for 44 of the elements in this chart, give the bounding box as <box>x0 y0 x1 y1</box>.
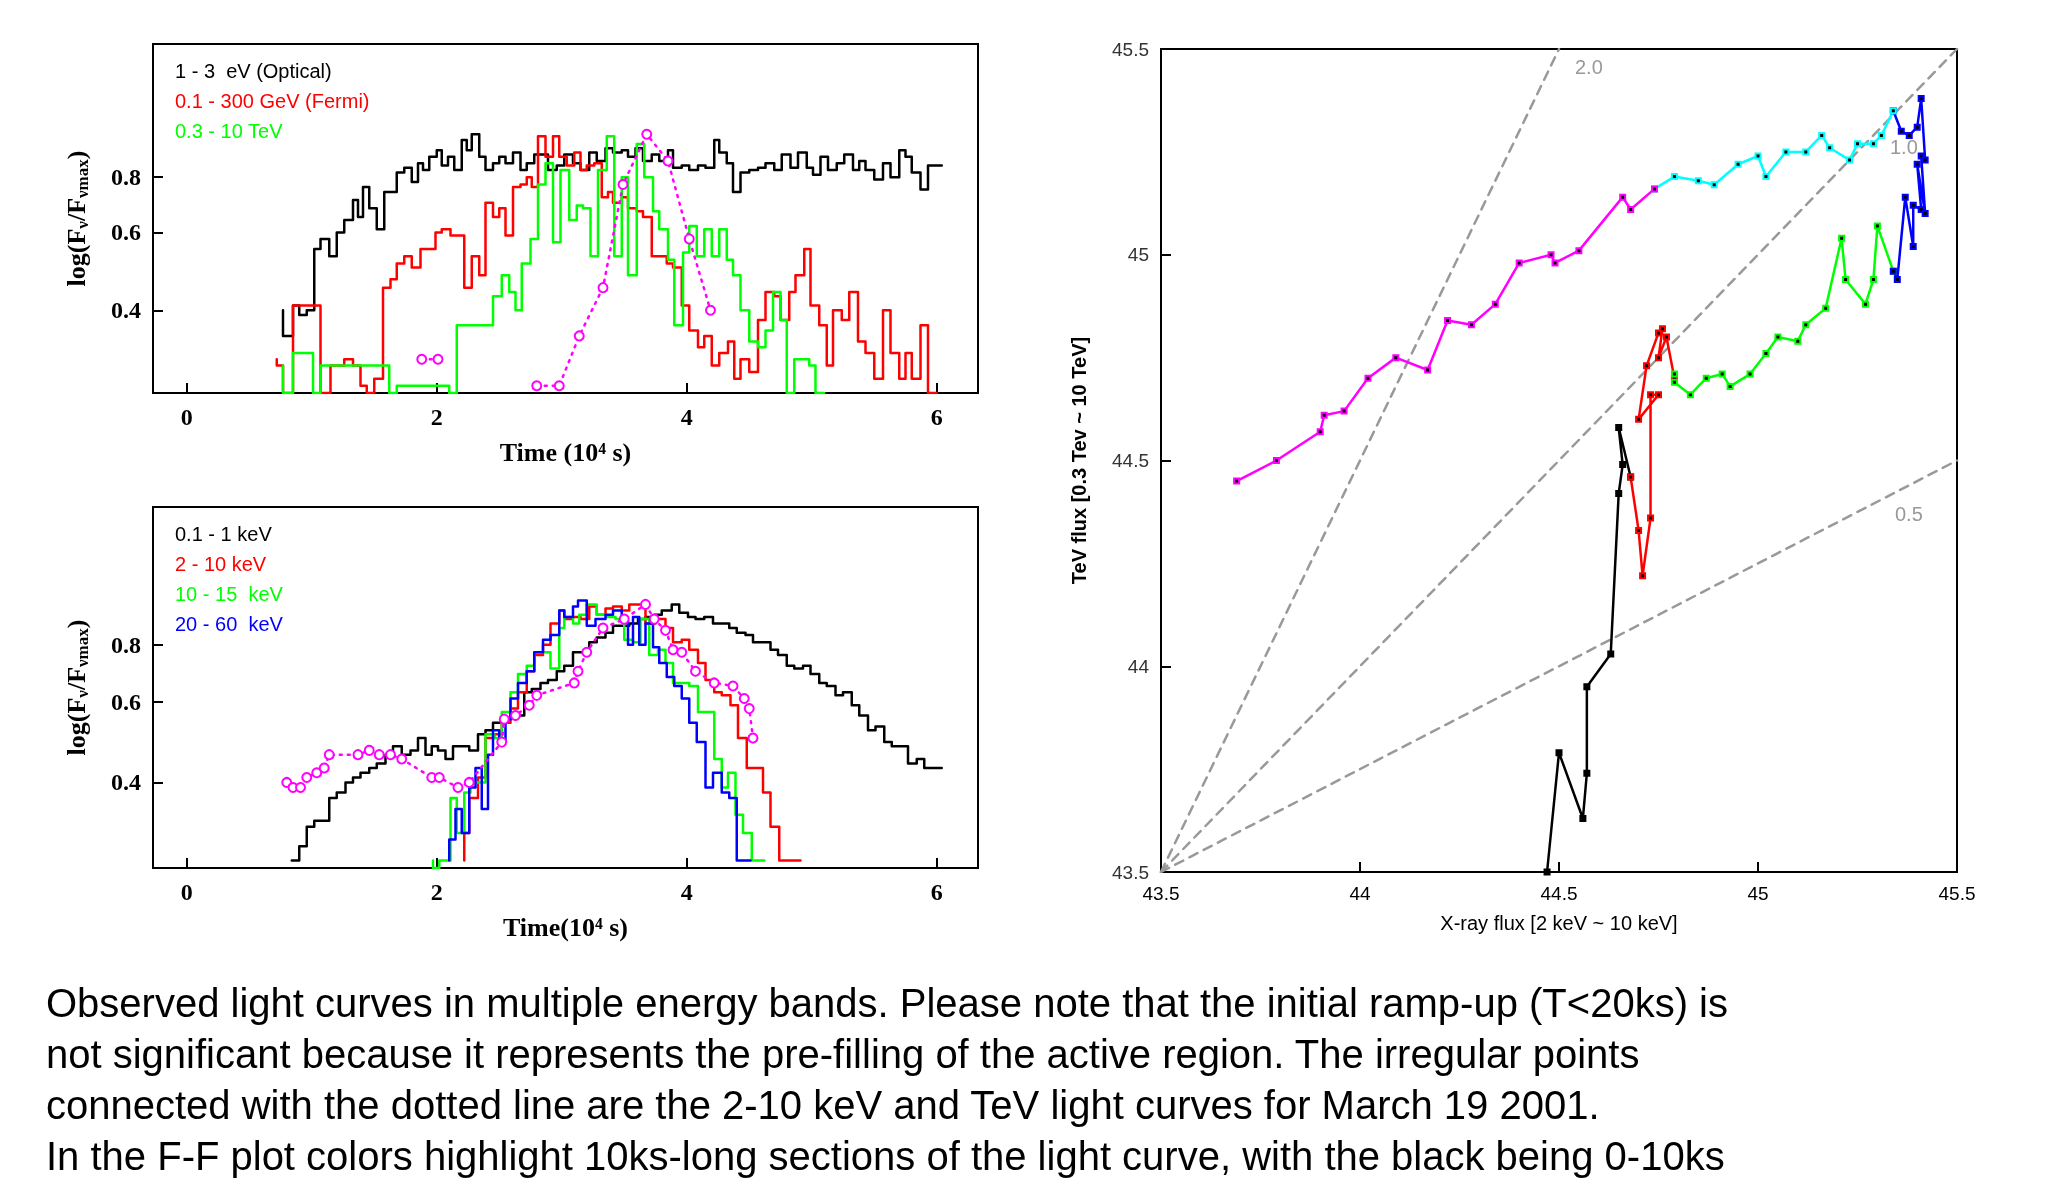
x-tick-label: 6 <box>930 879 943 905</box>
text: 1 - 3 eV (Optical) <box>175 60 332 82</box>
x-tick-label: 43.5 <box>1142 883 1180 904</box>
text: 10 - 15 keV <box>175 583 284 605</box>
text: In the F-F plot colors highlight 10ks-long sections of the light curve, with the black being 0-10ks <box>46 1133 1726 1180</box>
x-tick-label: 2 <box>430 404 443 430</box>
x-tick-label: 45 <box>1747 883 1769 904</box>
text: 0.3 - 10 TeV <box>175 120 284 142</box>
text: 2 - 10 keV <box>175 553 267 575</box>
y-tick-label: 0.6 <box>111 219 141 246</box>
y-tick-label: 0.6 <box>111 688 141 715</box>
x-tick-label: 4 <box>680 404 693 430</box>
text: 0.1 - 1 keV <box>175 523 273 545</box>
x-tick-label: 6 <box>930 404 943 430</box>
x-tick-label: 4 <box>680 879 693 905</box>
x-axis-title: Time (10⁴ s) <box>499 437 632 467</box>
y-axis-title: log(Fν/Fνmax) <box>62 150 92 287</box>
series-label: 1.0 <box>1890 136 1918 158</box>
y-axis-title: log(Fν/Fνmax) <box>62 619 92 756</box>
series-label: 0.5 <box>1895 502 1923 525</box>
y-tick-label: 0.8 <box>111 164 141 191</box>
text: 20 - 60 keV <box>175 613 284 635</box>
y-tick-label: 44 <box>1127 655 1150 677</box>
y-tick-label: 0.4 <box>111 769 141 796</box>
x-tick-label: 45.5 <box>1938 883 1976 904</box>
y-tick-label: 45 <box>1127 244 1149 266</box>
x-tick-label: 44.5 <box>1540 883 1578 904</box>
series-label: 2.0 <box>1575 56 1603 78</box>
y-tick-label: 0.4 <box>111 297 141 324</box>
y-tick-label: 44.5 <box>1112 450 1149 471</box>
x-tick-label: 2 <box>430 879 443 905</box>
x-tick-label: 44 <box>1349 883 1371 904</box>
text: Observed light curves in multiple energy bands. Please note that the initial ramp-up (T<20ks) is <box>46 980 1728 1027</box>
x-axis-title: X-ray flux [2 keV ~ 10 keV] <box>1440 912 1678 934</box>
y-tick-label: 43.5 <box>1112 861 1149 883</box>
y-tick-label: 0.8 <box>111 631 141 658</box>
x-tick-label: 0 <box>180 404 193 430</box>
y-axis-title: TeV flux [0.3 Tev ~ 10 TeV] <box>1068 336 1090 585</box>
y-tick-label: 45.5 <box>1112 38 1149 60</box>
text: 0.1 - 300 GeV (Fermi) <box>175 90 370 112</box>
text: connected with the dotted line are the 2-10 keV and TeV light curves for March 19 2001. <box>46 1082 1601 1129</box>
x-tick-label: 0 <box>180 879 193 905</box>
x-axis-title: Time(10⁴ s) <box>502 912 629 942</box>
text: not significant because it represents the pre-filling of the active region. The irregular points <box>46 1031 1641 1078</box>
